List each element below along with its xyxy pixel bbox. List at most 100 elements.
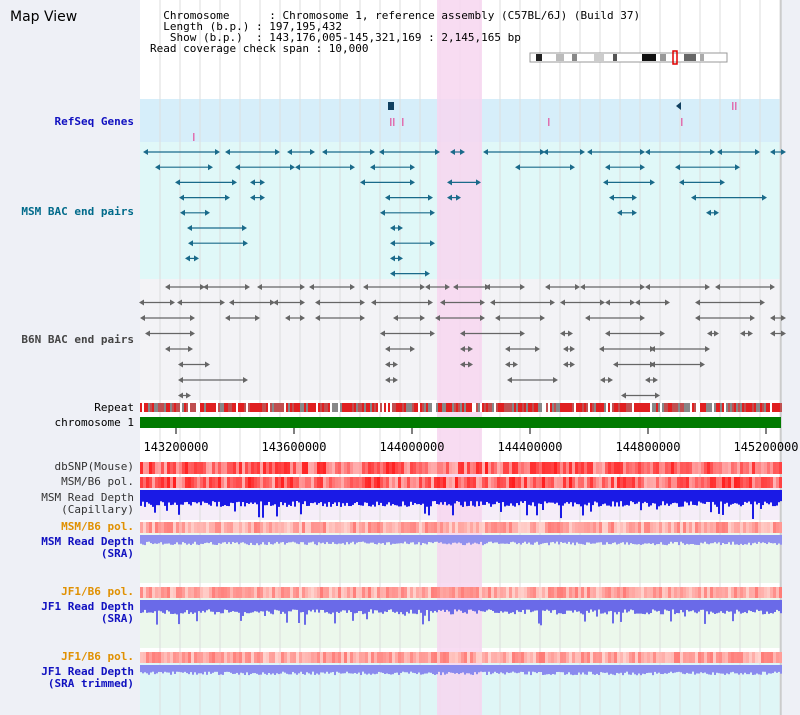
- dbsnp-strip: [401, 462, 404, 474]
- jf1-depth-sra-bar: [440, 600, 442, 611]
- dbsnp-strip: [458, 462, 461, 474]
- track-label-refseq[interactable]: RefSeq Genes: [54, 115, 134, 128]
- track-label-jf1-b6-pol[interactable]: JF1/B6 pol.: [61, 585, 134, 598]
- jf1-b6-pol-strip: [674, 587, 677, 598]
- msm-depth-capillary-bar: [580, 490, 582, 507]
- msm-depth-sra-bar: [488, 535, 490, 542]
- msm-depth-capillary-bar: [356, 490, 358, 503]
- repeat-segment: [470, 403, 472, 412]
- jf1-b6-pol-strip: [491, 587, 494, 598]
- repeat-segment: [252, 403, 254, 412]
- msm-b6-pol-strip-2: [473, 522, 476, 533]
- msm-depth-sra-bar: [756, 535, 758, 544]
- jf1-depth-trimmed-bar: [470, 665, 472, 675]
- jf1-b6-pol-strip: [341, 587, 344, 598]
- dbsnp-strip: [680, 462, 683, 474]
- msm-b6-pol-strip-2: [452, 522, 455, 533]
- jf1-depth-sra-bar: [282, 600, 284, 612]
- dbsnp-strip: [383, 462, 386, 474]
- jf1-depth-sra-bar: [256, 600, 258, 612]
- jf1-depth-sra-bar: [556, 600, 558, 615]
- msm-b6-pol-strip-2: [566, 522, 569, 533]
- track-label-jf1-depth-trimmed[interactable]: JF1 Read Depth (SRA trimmed): [41, 665, 134, 690]
- jf1-depth-sra-bar: [670, 600, 672, 622]
- jf1-depth-sra-bar: [324, 600, 326, 613]
- jf1-depth-sra-bar: [340, 600, 342, 612]
- jf1-depth-trimmed-bar: [410, 665, 412, 672]
- jf1-b6-pol-strip: [326, 587, 329, 598]
- track-label-b6n-bac[interactable]: B6N BAC end pairs: [21, 333, 134, 346]
- jf1-b6-pol-strip: [290, 587, 293, 598]
- b6n-bac-pair-end: [188, 346, 193, 352]
- refseq-gene-mark: [548, 118, 550, 126]
- jf1-depth-sra-bar: [222, 600, 224, 614]
- msm-depth-capillary-bar: [708, 490, 710, 503]
- repeat-segment: [340, 403, 342, 412]
- b6n-bac-pair-end: [420, 315, 425, 321]
- msm-depth-capillary-bar: [294, 490, 296, 507]
- msm-depth-sra-bar: [626, 535, 628, 543]
- jf1-b6-pol-strip-2: [347, 652, 350, 663]
- b6n-bac-pair-end: [520, 330, 525, 337]
- track-label-dbsnp[interactable]: dbSNP(Mouse): [54, 460, 134, 473]
- jf1-depth-trimmed-bar: [660, 665, 662, 674]
- track-label-msm-depth-sra[interactable]: MSM Read Depth (SRA): [41, 535, 134, 560]
- jf1-depth-trimmed-bar: [638, 665, 640, 674]
- jf1-depth-sra-bar: [742, 600, 744, 613]
- track-label-msm-depth-capillary[interactable]: MSM Read Depth (Capillary): [41, 491, 134, 516]
- msm-b6-pol-strip: [569, 477, 572, 488]
- track-label-repeat[interactable]: Repeat: [94, 401, 134, 414]
- jf1-depth-sra-bar: [712, 600, 714, 613]
- jf1-depth-trimmed-bar: [340, 665, 342, 674]
- jf1-b6-pol-strip: [254, 587, 257, 598]
- jf1-depth-trimmed-bar: [578, 665, 580, 673]
- jf1-depth-sra-bar: [178, 600, 180, 625]
- track-label-jf1-depth-sra[interactable]: JF1 Read Depth (SRA): [41, 600, 134, 625]
- msm-b6-pol-strip: [281, 477, 284, 488]
- msm-depth-sra-bar: [484, 535, 486, 545]
- track-label-chromosome[interactable]: chromosome 1: [54, 416, 134, 429]
- msm-depth-sra-bar: [396, 535, 398, 544]
- msm-depth-capillary-bar: [282, 490, 284, 506]
- jf1-b6-pol-strip: [164, 587, 167, 598]
- dbsnp-strip: [488, 462, 491, 474]
- jf1-depth-trimmed-bar: [482, 665, 484, 673]
- jf1-depth-trimmed-bar: [208, 665, 210, 672]
- msm-depth-sra-bar: [174, 535, 176, 545]
- repeat-segment: [380, 403, 382, 412]
- msm-b6-pol-strip: [695, 477, 698, 488]
- jf1-depth-sra-bar: [576, 600, 578, 612]
- msm-depth-capillary-bar: [222, 490, 224, 507]
- msm-depth-capillary-bar: [594, 490, 596, 502]
- msm-depth-capillary-bar: [410, 490, 412, 502]
- msm-b6-pol-strip: [725, 477, 728, 488]
- dbsnp-strip: [326, 462, 329, 474]
- jf1-b6-pol-strip: [161, 587, 164, 598]
- jf1-b6-pol-strip: [431, 587, 434, 598]
- jf1-depth-trimmed-bar: [246, 665, 248, 673]
- b6n-bac-pair-end: [770, 284, 775, 290]
- jf1-b6-pol-strip: [647, 587, 650, 598]
- msm-depth-capillary-bar: [434, 490, 436, 502]
- jf1-b6-pol-strip: [776, 587, 779, 598]
- msm-depth-capillary-bar: [612, 490, 614, 502]
- track-label-msm-b6-pol[interactable]: MSM/B6 pol.: [61, 475, 134, 488]
- b6n-bac-pair-end: [385, 346, 390, 352]
- axis-tick-label: 143200000: [143, 440, 208, 454]
- track-label-jf1-b6-pol-2[interactable]: JF1/B6 pol.: [61, 650, 134, 663]
- jf1-b6-pol-strip: [410, 587, 413, 598]
- msm-b6-pol-strip: [242, 477, 245, 488]
- repeat-segment: [654, 403, 656, 412]
- jf1-depth-trimmed-bar: [258, 665, 260, 675]
- msm-b6-pol-strip-2: [398, 522, 401, 533]
- dbsnp-strip: [194, 462, 197, 474]
- msm-b6-pol-strip: [230, 477, 233, 488]
- track-label-msm-bac[interactable]: MSM BAC end pairs: [21, 205, 134, 218]
- repeat-segment: [230, 403, 232, 412]
- dbsnp-strip: [191, 462, 194, 474]
- track-label-msm-b6-pol-2[interactable]: MSM/B6 pol.: [61, 520, 134, 533]
- msm-depth-capillary-bar: [692, 490, 694, 505]
- repeat-segment: [182, 403, 184, 412]
- msm-b6-pol-strip-2: [773, 522, 776, 533]
